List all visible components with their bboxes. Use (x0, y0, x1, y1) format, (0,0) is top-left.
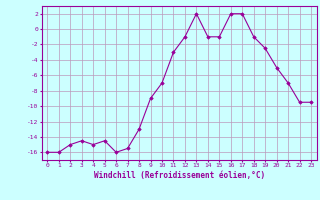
X-axis label: Windchill (Refroidissement éolien,°C): Windchill (Refroidissement éolien,°C) (94, 171, 265, 180)
